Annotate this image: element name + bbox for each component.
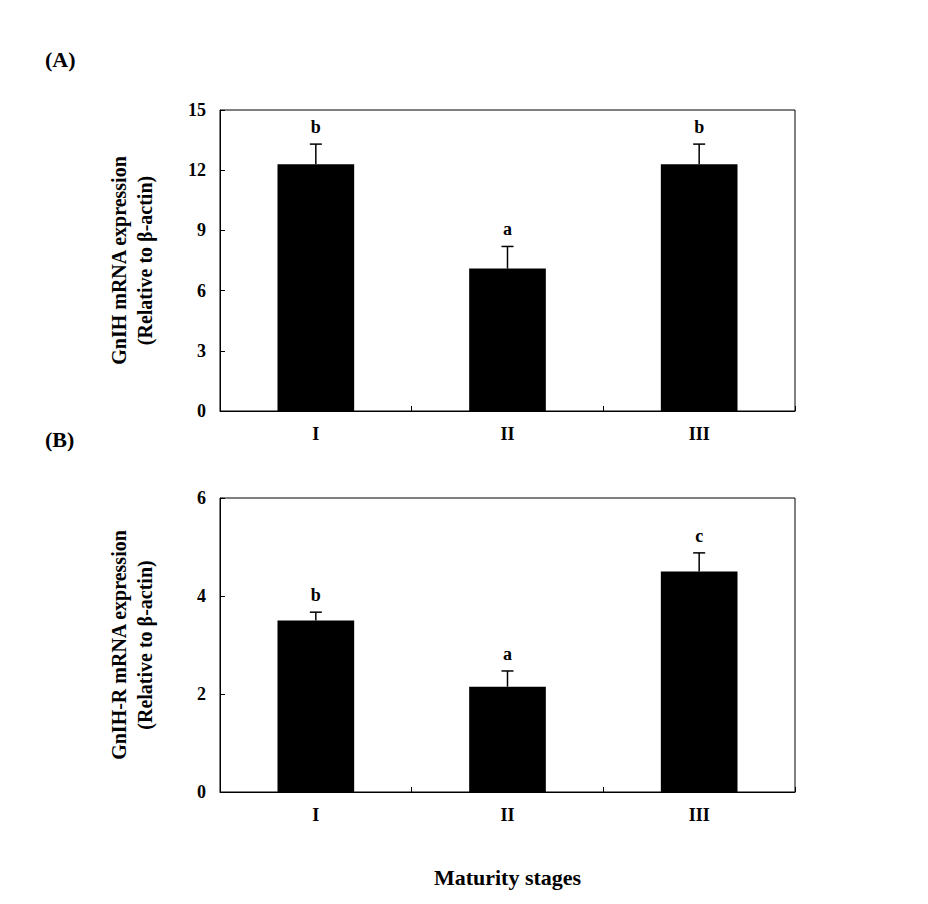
- svg-text:(Relative to β-actin): (Relative to β-actin): [134, 176, 157, 345]
- svg-text:b: b: [311, 585, 321, 605]
- svg-text:II: II: [500, 424, 514, 444]
- svg-text:4: 4: [197, 586, 206, 606]
- svg-text:I: I: [312, 805, 319, 825]
- svg-text:3: 3: [197, 341, 206, 361]
- svg-text:12: 12: [188, 160, 206, 180]
- svg-text:(A): (A): [45, 47, 76, 72]
- svg-text:c: c: [695, 526, 703, 546]
- svg-text:(Relative to β-actin): (Relative to β-actin): [134, 560, 157, 729]
- svg-text:III: III: [689, 424, 710, 444]
- svg-text:GnIH-R mRNA expression: GnIH-R mRNA expression: [108, 530, 131, 760]
- svg-text:0: 0: [197, 782, 206, 802]
- svg-text:III: III: [689, 805, 710, 825]
- svg-text:(B): (B): [45, 427, 74, 452]
- svg-text:I: I: [312, 424, 319, 444]
- svg-text:9: 9: [197, 220, 206, 240]
- svg-text:6: 6: [197, 281, 206, 301]
- svg-text:6: 6: [197, 488, 206, 508]
- svg-text:0: 0: [197, 401, 206, 421]
- svg-text:15: 15: [188, 100, 206, 120]
- svg-text:a: a: [503, 219, 512, 239]
- svg-text:GnIH mRNA expression: GnIH mRNA expression: [108, 156, 131, 365]
- svg-text:Maturity stages: Maturity stages: [434, 865, 582, 890]
- svg-text:b: b: [311, 117, 321, 137]
- svg-text:b: b: [694, 117, 704, 137]
- svg-text:II: II: [500, 805, 514, 825]
- svg-text:2: 2: [197, 684, 206, 704]
- svg-text:a: a: [503, 644, 512, 664]
